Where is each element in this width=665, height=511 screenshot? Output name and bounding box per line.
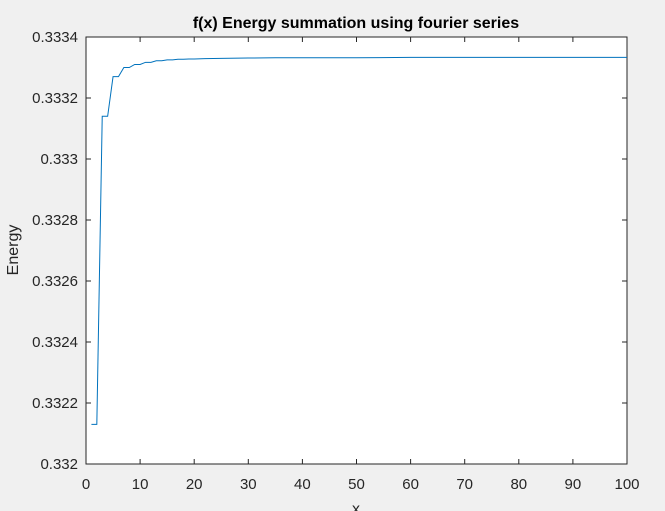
y-axis-ticks: 0.332 0.3322 0.3324 0.3326 0.3328 0.333 0.3332… <box>32 29 627 473</box>
x-axis-title: x <box>352 501 360 511</box>
x-tick-label: 90 <box>565 476 582 493</box>
x-tick-label: 80 <box>510 476 527 493</box>
x-tick-label: 60 <box>402 476 419 493</box>
x-tick-label: 40 <box>294 476 311 493</box>
y-tick-label: 0.3322 <box>32 395 78 412</box>
y-tick-label: 0.3328 <box>32 212 78 229</box>
x-axis-ticks: 0 10 20 30 40 50 60 70 80 90 100 <box>82 37 640 493</box>
chart-title: f(x) Energy summation using fourier seri… <box>193 15 519 32</box>
x-tick-label: 30 <box>240 476 257 493</box>
y-tick-label: 0.3326 <box>32 273 78 290</box>
x-tick-label: 70 <box>456 476 473 493</box>
y-axis-title: Energy <box>5 225 22 276</box>
y-tick-label: 0.3332 <box>32 90 78 107</box>
x-tick-label: 20 <box>186 476 203 493</box>
plot-area <box>85 36 628 465</box>
y-tick-label: 0.3334 <box>32 29 78 46</box>
y-tick-label: 0.332 <box>40 456 78 473</box>
x-tick-label: 50 <box>348 476 365 493</box>
y-tick-label: 0.3324 <box>32 334 78 351</box>
x-tick-label: 10 <box>132 476 149 493</box>
x-tick-label: 100 <box>614 476 639 493</box>
y-tick-label: 0.333 <box>40 151 78 168</box>
series-line <box>91 56 627 425</box>
x-tick-label: 0 <box>82 476 90 493</box>
